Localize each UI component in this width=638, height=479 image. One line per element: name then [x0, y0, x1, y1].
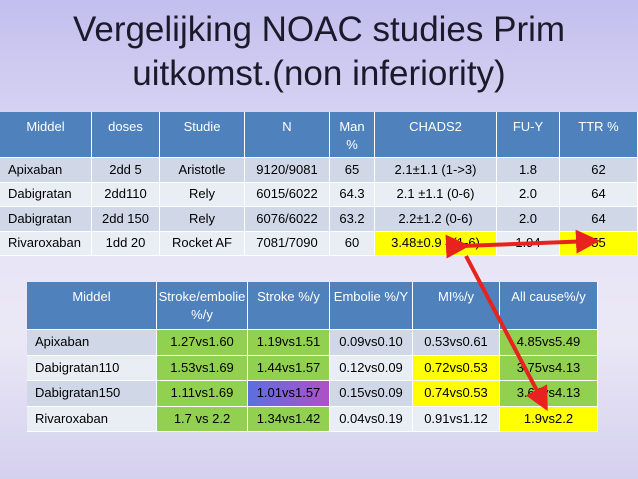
header-cell: Middel	[0, 112, 92, 158]
cell: Dabigratan110	[27, 355, 157, 381]
arrow	[464, 255, 548, 412]
cell: 2dd 150	[92, 207, 160, 232]
header-cell: Stroke/embolie %/y	[157, 282, 248, 330]
cell: 1.34vs1.42	[248, 406, 330, 432]
header-cell: CHADS2	[375, 112, 497, 158]
cell: Rocket AF	[160, 231, 245, 256]
cell: 65	[330, 158, 375, 183]
cell: 3.64vs4.13	[500, 381, 598, 407]
cell: 0.72vs0.53	[413, 355, 500, 381]
cell: Apixaban	[27, 330, 157, 356]
title-line: uitkomst.(non inferiority)	[132, 54, 506, 93]
cell: 1.44vs1.57	[248, 355, 330, 381]
cell: 0.53vs0.61	[413, 330, 500, 356]
cell: 0.15vs0.09	[330, 381, 413, 407]
cell: 62	[560, 158, 638, 183]
cell: 3.75vs4.13	[500, 355, 598, 381]
cell: 6015/6022	[245, 182, 330, 207]
cell: 7081/7090	[245, 231, 330, 256]
cell: Rivaroxaban	[27, 406, 157, 432]
cell: 2.2±1.2 (0-6)	[375, 207, 497, 232]
header-cell: All cause%/y	[500, 282, 598, 330]
cell: Aristotle	[160, 158, 245, 183]
cell: 2.0	[497, 182, 560, 207]
cell: 1.8	[497, 158, 560, 183]
cell: Apixaban	[0, 158, 92, 183]
cell: Rely	[160, 207, 245, 232]
cell: 1.9vs2.2	[500, 406, 598, 432]
cell: 4.85vs5.49	[500, 330, 598, 356]
arrow	[445, 229, 600, 259]
cell: 1.11vs1.69	[157, 381, 248, 407]
title-line: Vergelijking NOAC studies Prim	[72, 10, 566, 49]
cell: 0.91vs1.12	[413, 406, 500, 432]
cell: 0.12vs0.09	[330, 355, 413, 381]
header-cell: TTR %	[560, 112, 638, 158]
cell: 63.2	[330, 207, 375, 232]
header-cell: Stroke %/y	[248, 282, 330, 330]
cell: 1dd 20	[92, 231, 160, 256]
cell: 0.74vs0.53	[413, 381, 500, 407]
cell: 2.1±1.1 (1->3)	[375, 158, 497, 183]
cell: 1.27vs1.60	[157, 330, 248, 356]
cell: Rivaroxaban	[0, 231, 92, 256]
header-cell: doses	[92, 112, 160, 158]
cell: 1.7 vs 2.2	[157, 406, 248, 432]
header-cell: FU-Y	[497, 112, 560, 158]
cell: 1.19vs1.51	[248, 330, 330, 356]
cell: Dabigratan	[0, 182, 92, 207]
header-cell: Middel	[27, 282, 157, 330]
header-cell: Embolie %/Y	[330, 282, 413, 330]
cell: 64.3	[330, 182, 375, 207]
cell: 0.04vs0.19	[330, 406, 413, 432]
cell: 2dd 5	[92, 158, 160, 183]
cell: 60	[330, 231, 375, 256]
cell: 9120/9081	[245, 158, 330, 183]
cell: Dabigratan150	[27, 381, 157, 407]
cell: 1.01vs1.57	[248, 381, 330, 407]
header-cell: N	[245, 112, 330, 158]
header-cell: Man %	[330, 112, 375, 158]
header-cell: Studie	[160, 112, 245, 158]
cell: Rely	[160, 182, 245, 207]
cell: Dabigratan	[0, 207, 92, 232]
cell: 2.1 ±1.1 (0-6)	[375, 182, 497, 207]
cell: 0.09vs0.10	[330, 330, 413, 356]
cell: 2dd110	[92, 182, 160, 207]
cell: 64	[560, 182, 638, 207]
cell: 1.53vs1.69	[157, 355, 248, 381]
cell: 6076/6022	[245, 207, 330, 232]
